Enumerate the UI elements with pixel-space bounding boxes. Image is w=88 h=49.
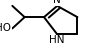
- Text: HN: HN: [49, 35, 65, 45]
- Text: HO: HO: [0, 23, 11, 33]
- Text: N: N: [53, 0, 61, 5]
